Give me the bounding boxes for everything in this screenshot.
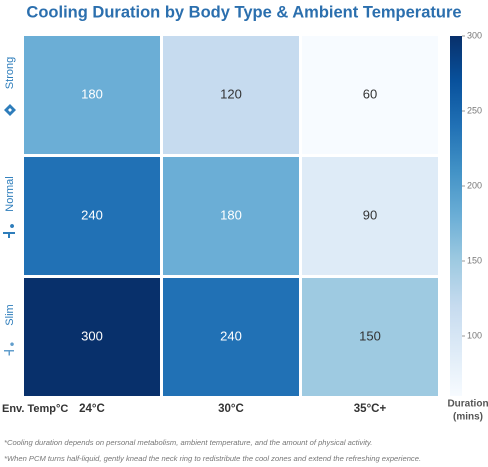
cell-value: 60	[363, 86, 377, 101]
y-tick-label: Slim	[4, 304, 16, 325]
heatmap-cell	[302, 36, 438, 154]
colorbar-tick-label: 100	[467, 330, 482, 340]
x-tick-label: 30°C	[218, 403, 244, 415]
chart-title: Cooling Duration by Body Type & Ambient …	[26, 3, 461, 21]
y-tick-label: Normal	[4, 176, 16, 211]
cell-value: 120	[220, 86, 242, 101]
cell-value: 150	[359, 328, 381, 343]
x-axis-label: Env. Temp°C	[2, 403, 68, 415]
cell-value: 240	[81, 207, 103, 222]
colorbar-tick-label: 150	[467, 255, 482, 265]
heatmap-cell	[24, 157, 160, 275]
colorbar-tick-label: 300	[467, 30, 482, 40]
colorbar	[450, 36, 462, 396]
heatmap-cell	[302, 157, 438, 275]
normal-icon	[3, 224, 15, 238]
heatmap-cell	[163, 278, 299, 396]
colorbar-tick-label: 250	[467, 105, 482, 115]
heatmap-cell	[163, 157, 299, 275]
cell-value: 240	[220, 328, 242, 343]
footnote: *When PCM turns half-liquid, gently knea…	[4, 454, 421, 463]
cell-value: 180	[81, 86, 103, 101]
row-icons	[3, 104, 16, 356]
colorbar-tick-label: 200	[467, 180, 482, 190]
cell-value: 90	[363, 207, 377, 222]
heatmap-cell	[24, 278, 160, 396]
colorbar-label: (mins)	[453, 412, 483, 423]
heatmap-cell	[163, 36, 299, 154]
heatmap-cell	[302, 278, 438, 396]
footnote: *Cooling duration depends on personal me…	[4, 438, 372, 447]
x-tick-label: 35°C+	[354, 403, 387, 415]
colorbar-label: Duration	[447, 399, 488, 410]
cell-value: 180	[220, 207, 242, 222]
x-tick-label: 24°C	[79, 403, 105, 415]
cell-value: 300	[81, 328, 103, 343]
strong-icon	[4, 104, 16, 116]
heatmap-cell	[24, 36, 160, 154]
slim-icon	[4, 342, 14, 356]
y-tick-label: Strong	[4, 57, 16, 89]
